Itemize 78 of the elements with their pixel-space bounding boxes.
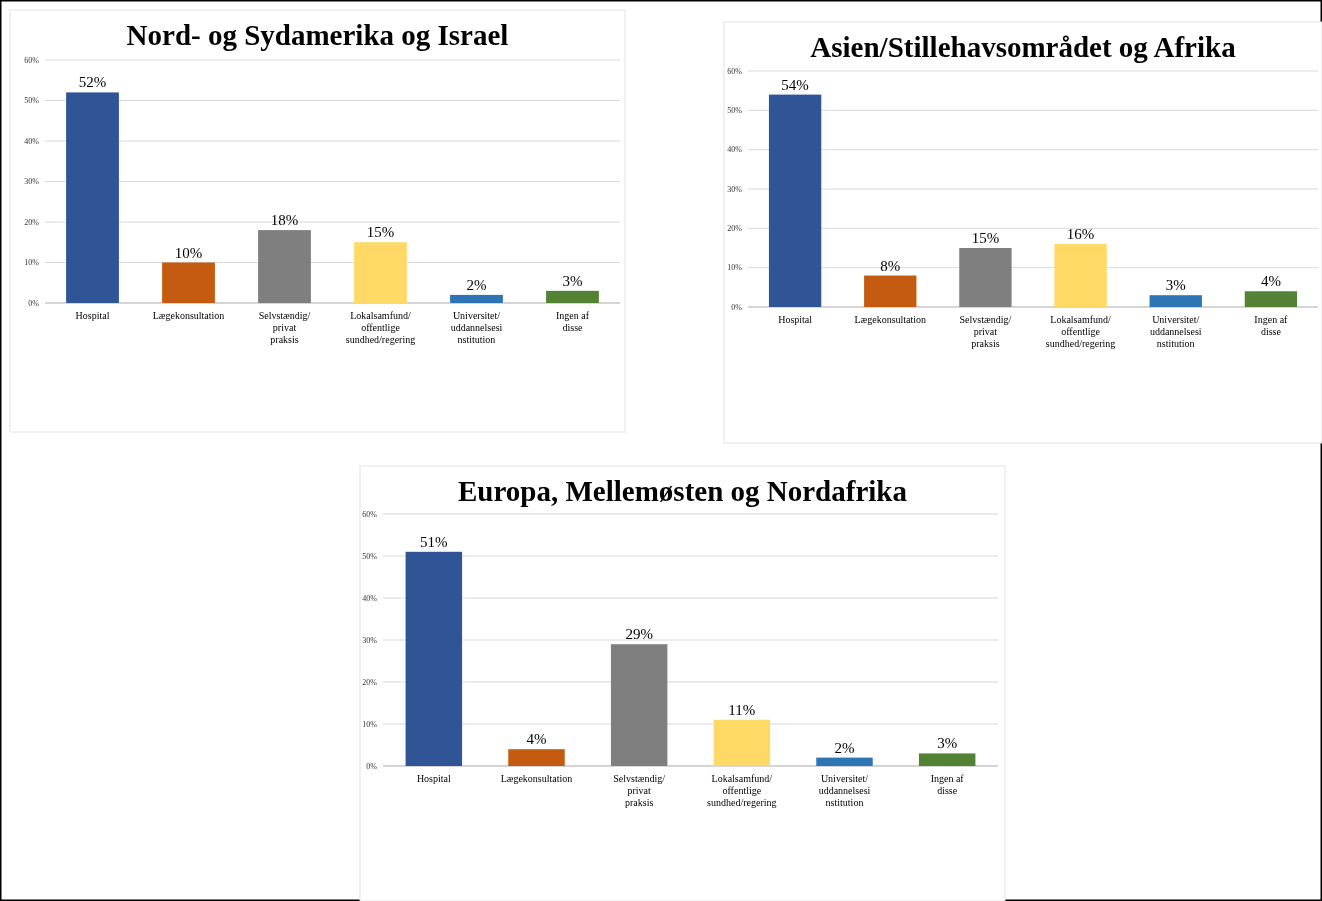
- data-label: 15%: [366, 224, 395, 241]
- y-tick-label: 60%: [362, 509, 378, 519]
- data-label: 16%: [1066, 226, 1095, 243]
- x-tick-label: Hospital: [416, 773, 451, 784]
- data-label: 54%: [781, 76, 809, 93]
- y-tick-label: 50%: [727, 105, 743, 115]
- y-tick-label: 10%: [727, 263, 743, 273]
- bar: [1149, 295, 1202, 307]
- bar: [450, 294, 503, 303]
- data-label: 3%: [1165, 277, 1186, 294]
- x-tick-label: Hospital: [75, 310, 110, 321]
- bar: [959, 248, 1012, 307]
- data-label: 4%: [1260, 273, 1281, 290]
- x-tick-label: Lokalsamfund/ offentlige sundhed/regering: [345, 310, 416, 345]
- data-label: 18%: [270, 212, 299, 229]
- chart-title: Asien/Stillehavsområdet og Afrika: [810, 31, 1237, 63]
- y-tick-label: 20%: [727, 223, 743, 233]
- x-tick-label: Lokalsamfund/ offentlige sundhed/regering: [1045, 314, 1116, 349]
- data-label: 52%: [78, 74, 107, 91]
- x-tick-label: Universitet/ uddannelsesi nstitution: [818, 773, 871, 808]
- y-tick-label: 40%: [727, 145, 743, 155]
- x-tick-label: Universitet/ uddannelsesi nstitution: [1149, 314, 1202, 349]
- y-tick-label: 50%: [24, 96, 40, 106]
- bar: [354, 242, 407, 303]
- bar: [918, 753, 976, 766]
- y-tick-label: 20%: [24, 217, 40, 227]
- y-tick-label: 60%: [727, 66, 743, 76]
- bar: [816, 757, 873, 766]
- y-tick-label: 10%: [362, 719, 378, 729]
- y-tick-label: 60%: [24, 55, 40, 65]
- bar: [768, 94, 822, 307]
- bar: [405, 551, 463, 766]
- y-tick-label: 30%: [24, 177, 40, 187]
- bar: [1054, 244, 1107, 307]
- y-tick-label: 40%: [24, 136, 40, 146]
- bar: [864, 275, 917, 307]
- y-tick-label: 30%: [362, 635, 378, 645]
- x-tick-label: Selvstændig/ privat praksis: [613, 773, 666, 808]
- data-label: 10%: [174, 244, 203, 261]
- data-label: 51%: [420, 533, 448, 550]
- x-tick-label: Lægekonsultation: [152, 310, 225, 321]
- chart-title: Europa, Mellemøsten og Nordafrika: [458, 475, 908, 507]
- x-tick-label: Ingen af disse: [930, 773, 965, 796]
- bar: [162, 262, 215, 303]
- bar: [508, 749, 565, 766]
- x-tick-label: Ingen af disse: [555, 310, 590, 333]
- bar: [610, 644, 668, 766]
- x-tick-label: Selvstændig/ privat praksis: [959, 314, 1012, 349]
- y-tick-label: 40%: [362, 593, 378, 603]
- x-tick-label: Lægekonsultation: [500, 773, 573, 784]
- x-tick-label: Ingen af disse: [1254, 314, 1289, 337]
- y-tick-label: 0%: [366, 761, 378, 771]
- y-tick-label: 50%: [362, 551, 378, 561]
- y-tick-label: 20%: [362, 677, 378, 687]
- data-label: 3%: [937, 735, 958, 752]
- x-tick-label: Hospital: [778, 314, 813, 325]
- x-tick-label: Lægekonsultation: [854, 314, 927, 325]
- data-label: 2%: [466, 276, 487, 293]
- y-tick-label: 30%: [727, 184, 743, 194]
- bar: [66, 92, 119, 303]
- y-tick-label: 0%: [28, 298, 40, 308]
- x-tick-label: Universitet/ uddannelsesi nstitution: [450, 310, 503, 345]
- data-label: 3%: [562, 272, 583, 289]
- bar: [713, 719, 771, 766]
- data-label: 4%: [526, 731, 547, 748]
- bar: [258, 230, 311, 303]
- bar: [546, 290, 599, 303]
- data-label: 8%: [880, 257, 901, 274]
- y-tick-label: 0%: [731, 302, 743, 312]
- data-label: 29%: [625, 626, 653, 643]
- data-label: 2%: [834, 739, 855, 756]
- x-tick-label: Selvstændig/ privat praksis: [258, 310, 311, 345]
- x-tick-label: Lokalsamfund/ offentlige sundhed/regering: [707, 773, 777, 808]
- y-tick-label: 10%: [24, 258, 40, 268]
- data-label: 11%: [728, 701, 756, 718]
- data-label: 15%: [971, 230, 1000, 246]
- chart-title: Nord- og Sydamerika og Israel: [126, 19, 509, 51]
- bar: [1244, 291, 1298, 307]
